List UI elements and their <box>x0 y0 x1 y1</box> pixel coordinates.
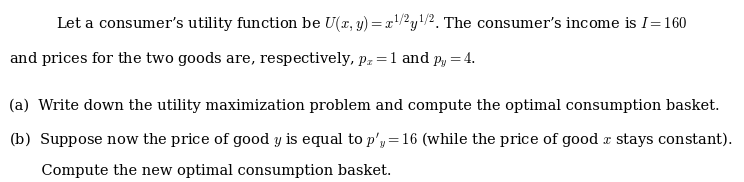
Text: and prices for the two goods are, respectively, $p_x = 1$ and $p_y = 4$.: and prices for the two goods are, respec… <box>9 51 475 70</box>
Text: (a)  Write down the utility maximization problem and compute the optimal consump: (a) Write down the utility maximization … <box>9 98 719 113</box>
Text: (b)  Suppose now the price of good $y$ is equal to $p'_y = 16$ (while the price : (b) Suppose now the price of good $y$ is… <box>9 131 733 151</box>
Text: Compute the new optimal consumption basket.: Compute the new optimal consumption bask… <box>9 164 391 178</box>
Text: Let a consumer’s utility function be $U(x, y) = x^{1/2}y^{1/2}$. The consumer’s : Let a consumer’s utility function be $U(… <box>57 13 687 35</box>
